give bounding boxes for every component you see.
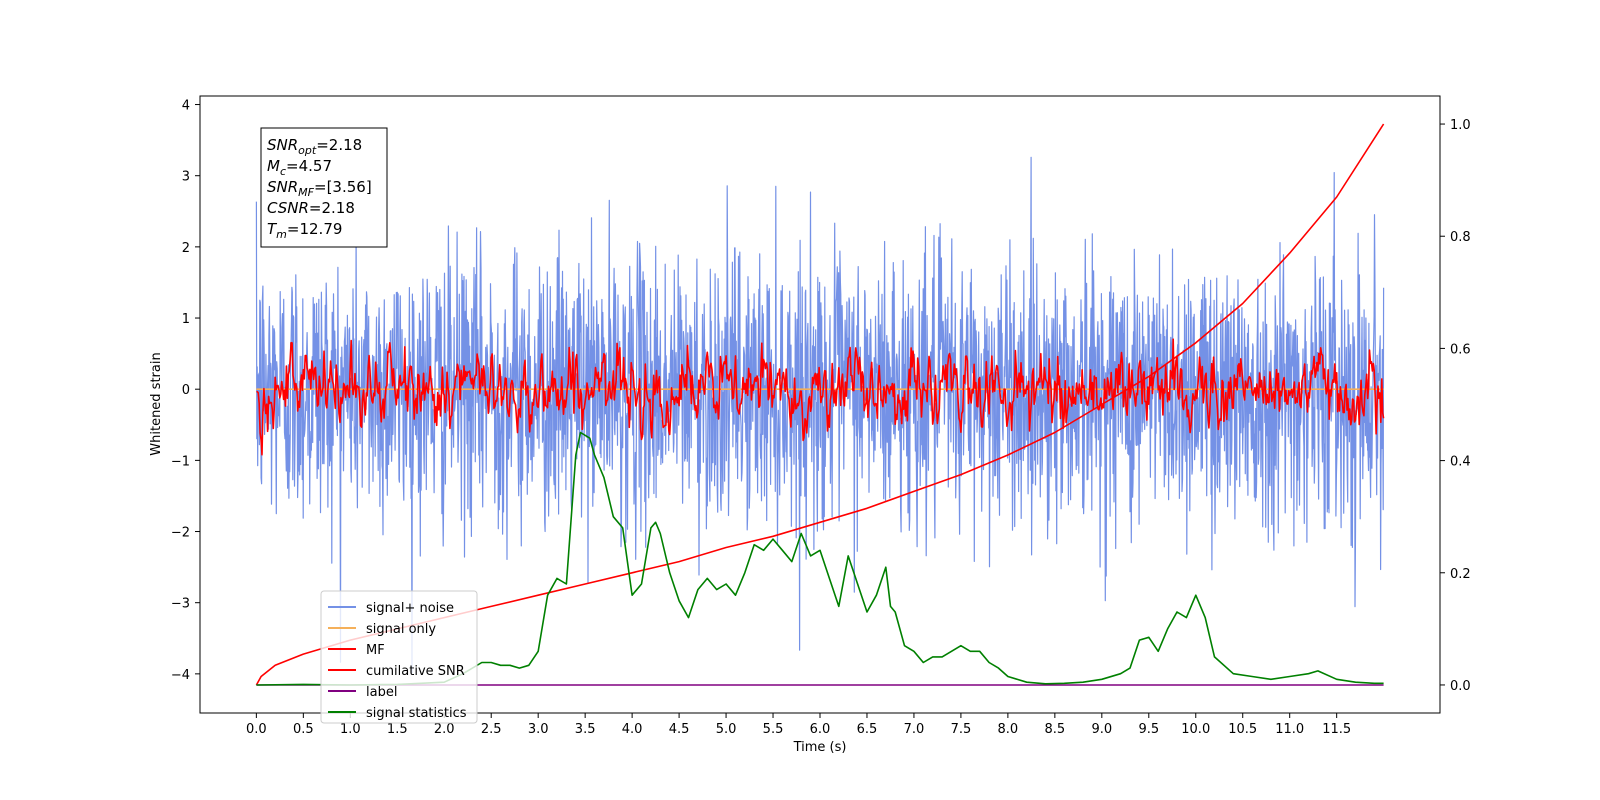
x-tick-label: 0.0 <box>246 722 267 737</box>
x-tick-label: 5.0 <box>716 722 737 737</box>
x-axis-label: Time (s) <box>793 740 847 755</box>
x-tick-label: 10.5 <box>1228 722 1257 737</box>
x-tick-label: 0.5 <box>293 722 314 737</box>
annotation-line: Mc=4.57 <box>267 157 332 178</box>
x-tick-label: 8.5 <box>1045 722 1066 737</box>
series-line-signal-noise <box>255 156 1385 674</box>
x-tick-label: 10.0 <box>1181 722 1210 737</box>
legend-entry: signal only <box>366 622 436 637</box>
y-tick-label: 0 <box>182 383 190 398</box>
annotation-line: SNRopt=2.18 <box>267 136 362 157</box>
x-axis: 0.0 0.5 1.0 1.5 2.0 2.5 3.0 3.5 4.0 4.5 5.0 5.5 6.0 6… <box>246 713 1351 737</box>
y2-tick-label: 1.0 <box>1450 118 1471 133</box>
y-axis-left: −4 −3 −2 −1 0 1 2 3 4 <box>171 99 200 683</box>
x-tick-label: 3.0 <box>528 722 549 737</box>
x-tick-label: 9.5 <box>1138 722 1159 737</box>
x-tick-label: 8.0 <box>998 722 1019 737</box>
legend-entry: signal+ noise <box>366 601 454 616</box>
legend-frame <box>320 590 478 724</box>
y-tick-label: −4 <box>171 668 190 683</box>
x-tick-label: 5.5 <box>763 722 784 737</box>
y-tick-label: −1 <box>171 454 190 469</box>
x-tick-label: 1.0 <box>340 722 361 737</box>
y-axis-right: 0.0 0.2 0.4 0.6 0.8 1.0 <box>1440 118 1471 694</box>
y2-tick-label: 0.6 <box>1450 342 1471 357</box>
x-tick-label: 3.5 <box>575 722 596 737</box>
x-tick-label: 7.0 <box>904 722 925 737</box>
y-tick-label: −2 <box>171 526 190 541</box>
legend-entry: MF <box>366 643 385 658</box>
y-tick-label: −3 <box>171 597 190 612</box>
annotation-line: CSNR=2.18 <box>267 199 355 217</box>
series-line-signal-statistics <box>256 431 1384 686</box>
x-tick-label: 6.0 <box>810 722 831 737</box>
x-tick-label: 1.5 <box>387 722 408 737</box>
legend-entry: signal statistics <box>366 706 467 721</box>
y-tick-label: 2 <box>182 241 190 256</box>
y2-tick-label: 0.4 <box>1450 455 1471 470</box>
x-tick-label: 6.5 <box>857 722 878 737</box>
series-line-mf <box>256 338 1385 456</box>
x-tick-label: 2.5 <box>481 722 502 737</box>
y-tick-label: 4 <box>182 99 190 114</box>
y2-tick-label: 0.2 <box>1450 567 1471 582</box>
legend: signal+ noise signal only MF cumilative SNR… <box>320 590 478 724</box>
x-tick-label: 7.5 <box>951 722 972 737</box>
annotation-line: Tm=12.79 <box>267 220 342 241</box>
x-tick-label: 9.0 <box>1091 722 1112 737</box>
y-tick-label: 3 <box>182 170 190 185</box>
y-tick-label: 1 <box>182 312 190 327</box>
annotation-frame <box>260 127 388 248</box>
x-tick-label: 11.0 <box>1275 722 1304 737</box>
x-tick-label: 11.5 <box>1322 722 1351 737</box>
annotation-line: SNRMF=[3.56] <box>267 178 372 199</box>
legend-entry: label <box>366 685 397 700</box>
y-axis-label: Whitened strain <box>149 352 164 455</box>
legend-entry: cumilative SNR <box>366 664 465 679</box>
y2-tick-label: 0.8 <box>1450 230 1471 245</box>
x-tick-label: 4.0 <box>622 722 643 737</box>
x-tick-label: 2.0 <box>434 722 455 737</box>
x-tick-label: 4.5 <box>669 722 690 737</box>
y2-tick-label: 0.0 <box>1450 679 1471 694</box>
